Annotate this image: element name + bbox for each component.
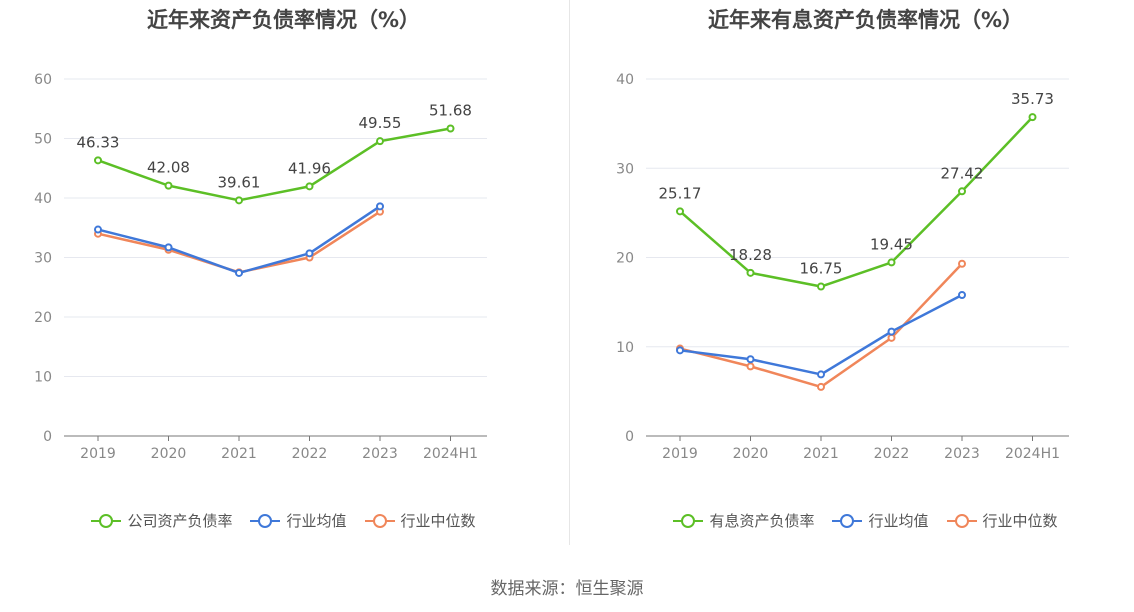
data-point <box>746 362 755 371</box>
y-tick-label: 20 <box>616 251 634 267</box>
y-tick-label: 10 <box>616 340 634 356</box>
y-tick-label: 0 <box>625 429 634 445</box>
chart-title: 近年来有息资产负债率情况（%） <box>707 8 1024 32</box>
legend-marker-icon <box>91 513 122 528</box>
data-point <box>1028 113 1037 122</box>
interest-debt-ratio-chart: 0 10 20 30 40 2019 2020 2021 2022 2023 2024H1 25.17… <box>616 72 1069 462</box>
y-tick-label: 30 <box>616 161 634 177</box>
data-point <box>94 225 102 234</box>
legend-item[interactable]: 有息资产负债率 <box>673 510 814 531</box>
data-label: 42.08 <box>147 159 190 177</box>
chart-title: 近年来资产负债率情况（%） <box>146 8 421 32</box>
x-tick-label: 2023 <box>944 446 980 462</box>
chart-legend: 有息资产负债率 行业均值 行业中位数 <box>582 510 1134 531</box>
data-point <box>817 382 825 391</box>
data-point <box>164 181 173 190</box>
x-tick-label: 2022 <box>292 446 328 462</box>
legend-item[interactable]: 行业均值 <box>832 510 929 531</box>
data-point <box>235 268 243 277</box>
data-label: 51.68 <box>429 102 472 120</box>
x-tick-label: 2020 <box>733 446 769 462</box>
data-label: 27.42 <box>941 164 984 182</box>
x-tick-label: 2021 <box>803 446 839 462</box>
series-line <box>97 127 451 202</box>
legend-marker-icon <box>673 513 704 528</box>
debt-ratio-chart: 0 10 20 30 40 50 60 2019 2020 2021 2022 2023 2024H1 4… <box>34 72 487 462</box>
data-point <box>817 370 825 379</box>
data-point <box>446 124 455 133</box>
data-label: 41.96 <box>288 159 331 177</box>
legend-label: 行业均值 <box>868 512 929 530</box>
data-point <box>376 202 384 211</box>
data-point <box>958 259 966 268</box>
data-label: 46.33 <box>77 133 120 151</box>
legend-label: 行业中位数 <box>400 512 476 530</box>
data-point <box>817 282 825 291</box>
data-label: 16.75 <box>800 260 843 278</box>
data-point <box>376 137 384 146</box>
data-point <box>958 290 966 299</box>
data-point <box>94 156 102 165</box>
data-point <box>676 207 684 216</box>
data-point <box>887 258 896 267</box>
legend-label: 行业中位数 <box>982 512 1058 530</box>
y-tick-label: 10 <box>34 370 52 386</box>
data-label: 35.73 <box>1011 90 1054 108</box>
x-tick-label: 2020 <box>151 446 187 462</box>
x-tick-label: 2023 <box>362 446 398 462</box>
data-source-note: 数据来源：恒生聚源 <box>490 579 644 599</box>
data-point <box>305 182 314 191</box>
data-label: 25.17 <box>659 184 702 202</box>
data-label: 18.28 <box>729 246 772 264</box>
y-tick-label: 60 <box>34 72 52 88</box>
x-tick-label: 2024H1 <box>1005 446 1060 462</box>
data-point <box>676 346 684 355</box>
y-tick-label: 30 <box>34 251 52 267</box>
chart-legend: 公司资产负债率 行业均值 行业中位数 <box>0 510 567 531</box>
data-point <box>164 243 173 252</box>
panel-divider <box>569 0 570 545</box>
interest-debt-ratio-chart-panel: 近年来有息资产负债率情况（%） 0 10 20 30 40 2019 2020 2021 202… <box>582 0 1134 560</box>
legend-item[interactable]: 行业均值 <box>250 510 347 531</box>
data-point <box>746 355 755 364</box>
y-tick-label: 40 <box>616 72 634 88</box>
legend-label: 有息资产负债率 <box>709 512 815 530</box>
data-point <box>887 327 896 336</box>
series-line <box>97 210 381 274</box>
series-line <box>679 262 963 389</box>
debt-ratio-chart-panel: 近年来资产负债率情况（%） 0 10 20 30 40 50 60 2019 2020 2021 2… <box>0 0 567 560</box>
legend-marker-icon <box>946 513 977 528</box>
legend-label: 行业均值 <box>286 512 347 530</box>
legend-item[interactable]: 行业中位数 <box>946 510 1058 531</box>
y-tick-label: 0 <box>43 429 52 445</box>
data-point <box>235 196 243 205</box>
legend-item[interactable]: 行业中位数 <box>364 510 476 531</box>
y-tick-label: 20 <box>34 310 52 326</box>
data-label: 39.61 <box>218 173 261 191</box>
x-tick-label: 2019 <box>662 446 698 462</box>
legend-label: 公司资产负债率 <box>127 512 233 530</box>
legend-marker-icon <box>832 513 863 528</box>
legend-marker-icon <box>364 513 395 528</box>
data-label: 49.55 <box>359 114 402 132</box>
data-point <box>746 268 755 277</box>
data-point <box>305 249 314 258</box>
legend-item[interactable]: 公司资产负债率 <box>91 510 232 531</box>
data-point <box>887 333 896 342</box>
series-line <box>679 116 1034 288</box>
y-tick-label: 50 <box>34 132 52 148</box>
data-point <box>958 187 966 196</box>
x-tick-label: 2019 <box>80 446 116 462</box>
legend-marker-icon <box>250 513 281 528</box>
y-tick-label: 40 <box>34 191 52 207</box>
x-tick-label: 2021 <box>221 446 257 462</box>
x-tick-label: 2024H1 <box>423 446 478 462</box>
data-label: 19.45 <box>870 235 913 253</box>
x-tick-label: 2022 <box>874 446 910 462</box>
